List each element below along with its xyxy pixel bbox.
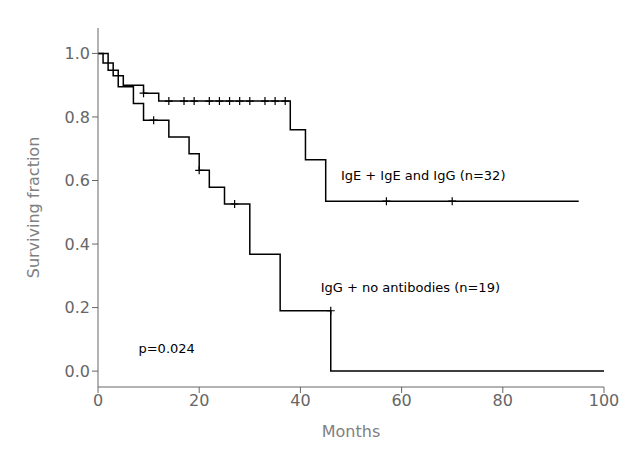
svg-text:IgG + no antibodies (n=19): IgG + no antibodies (n=19): [321, 280, 500, 295]
svg-text:0.6: 0.6: [65, 171, 90, 190]
svg-text:p=0.024: p=0.024: [138, 341, 194, 356]
svg-text:0: 0: [93, 391, 103, 410]
svg-text:0.4: 0.4: [65, 235, 90, 254]
svg-text:0.0: 0.0: [65, 362, 90, 381]
svg-text:IgE + IgE and IgG (n=32): IgE + IgE and IgG (n=32): [341, 168, 506, 183]
svg-text:20: 20: [189, 391, 209, 410]
svg-text:40: 40: [290, 391, 310, 410]
svg-text:0.2: 0.2: [65, 298, 90, 317]
svg-text:0.8: 0.8: [65, 108, 90, 127]
svg-text:Months: Months: [322, 422, 380, 441]
svg-text:Surviving fraction: Surviving fraction: [24, 137, 43, 279]
svg-text:100: 100: [589, 391, 620, 410]
svg-text:1.0: 1.0: [65, 44, 90, 63]
svg-text:60: 60: [391, 391, 411, 410]
svg-text:80: 80: [493, 391, 513, 410]
